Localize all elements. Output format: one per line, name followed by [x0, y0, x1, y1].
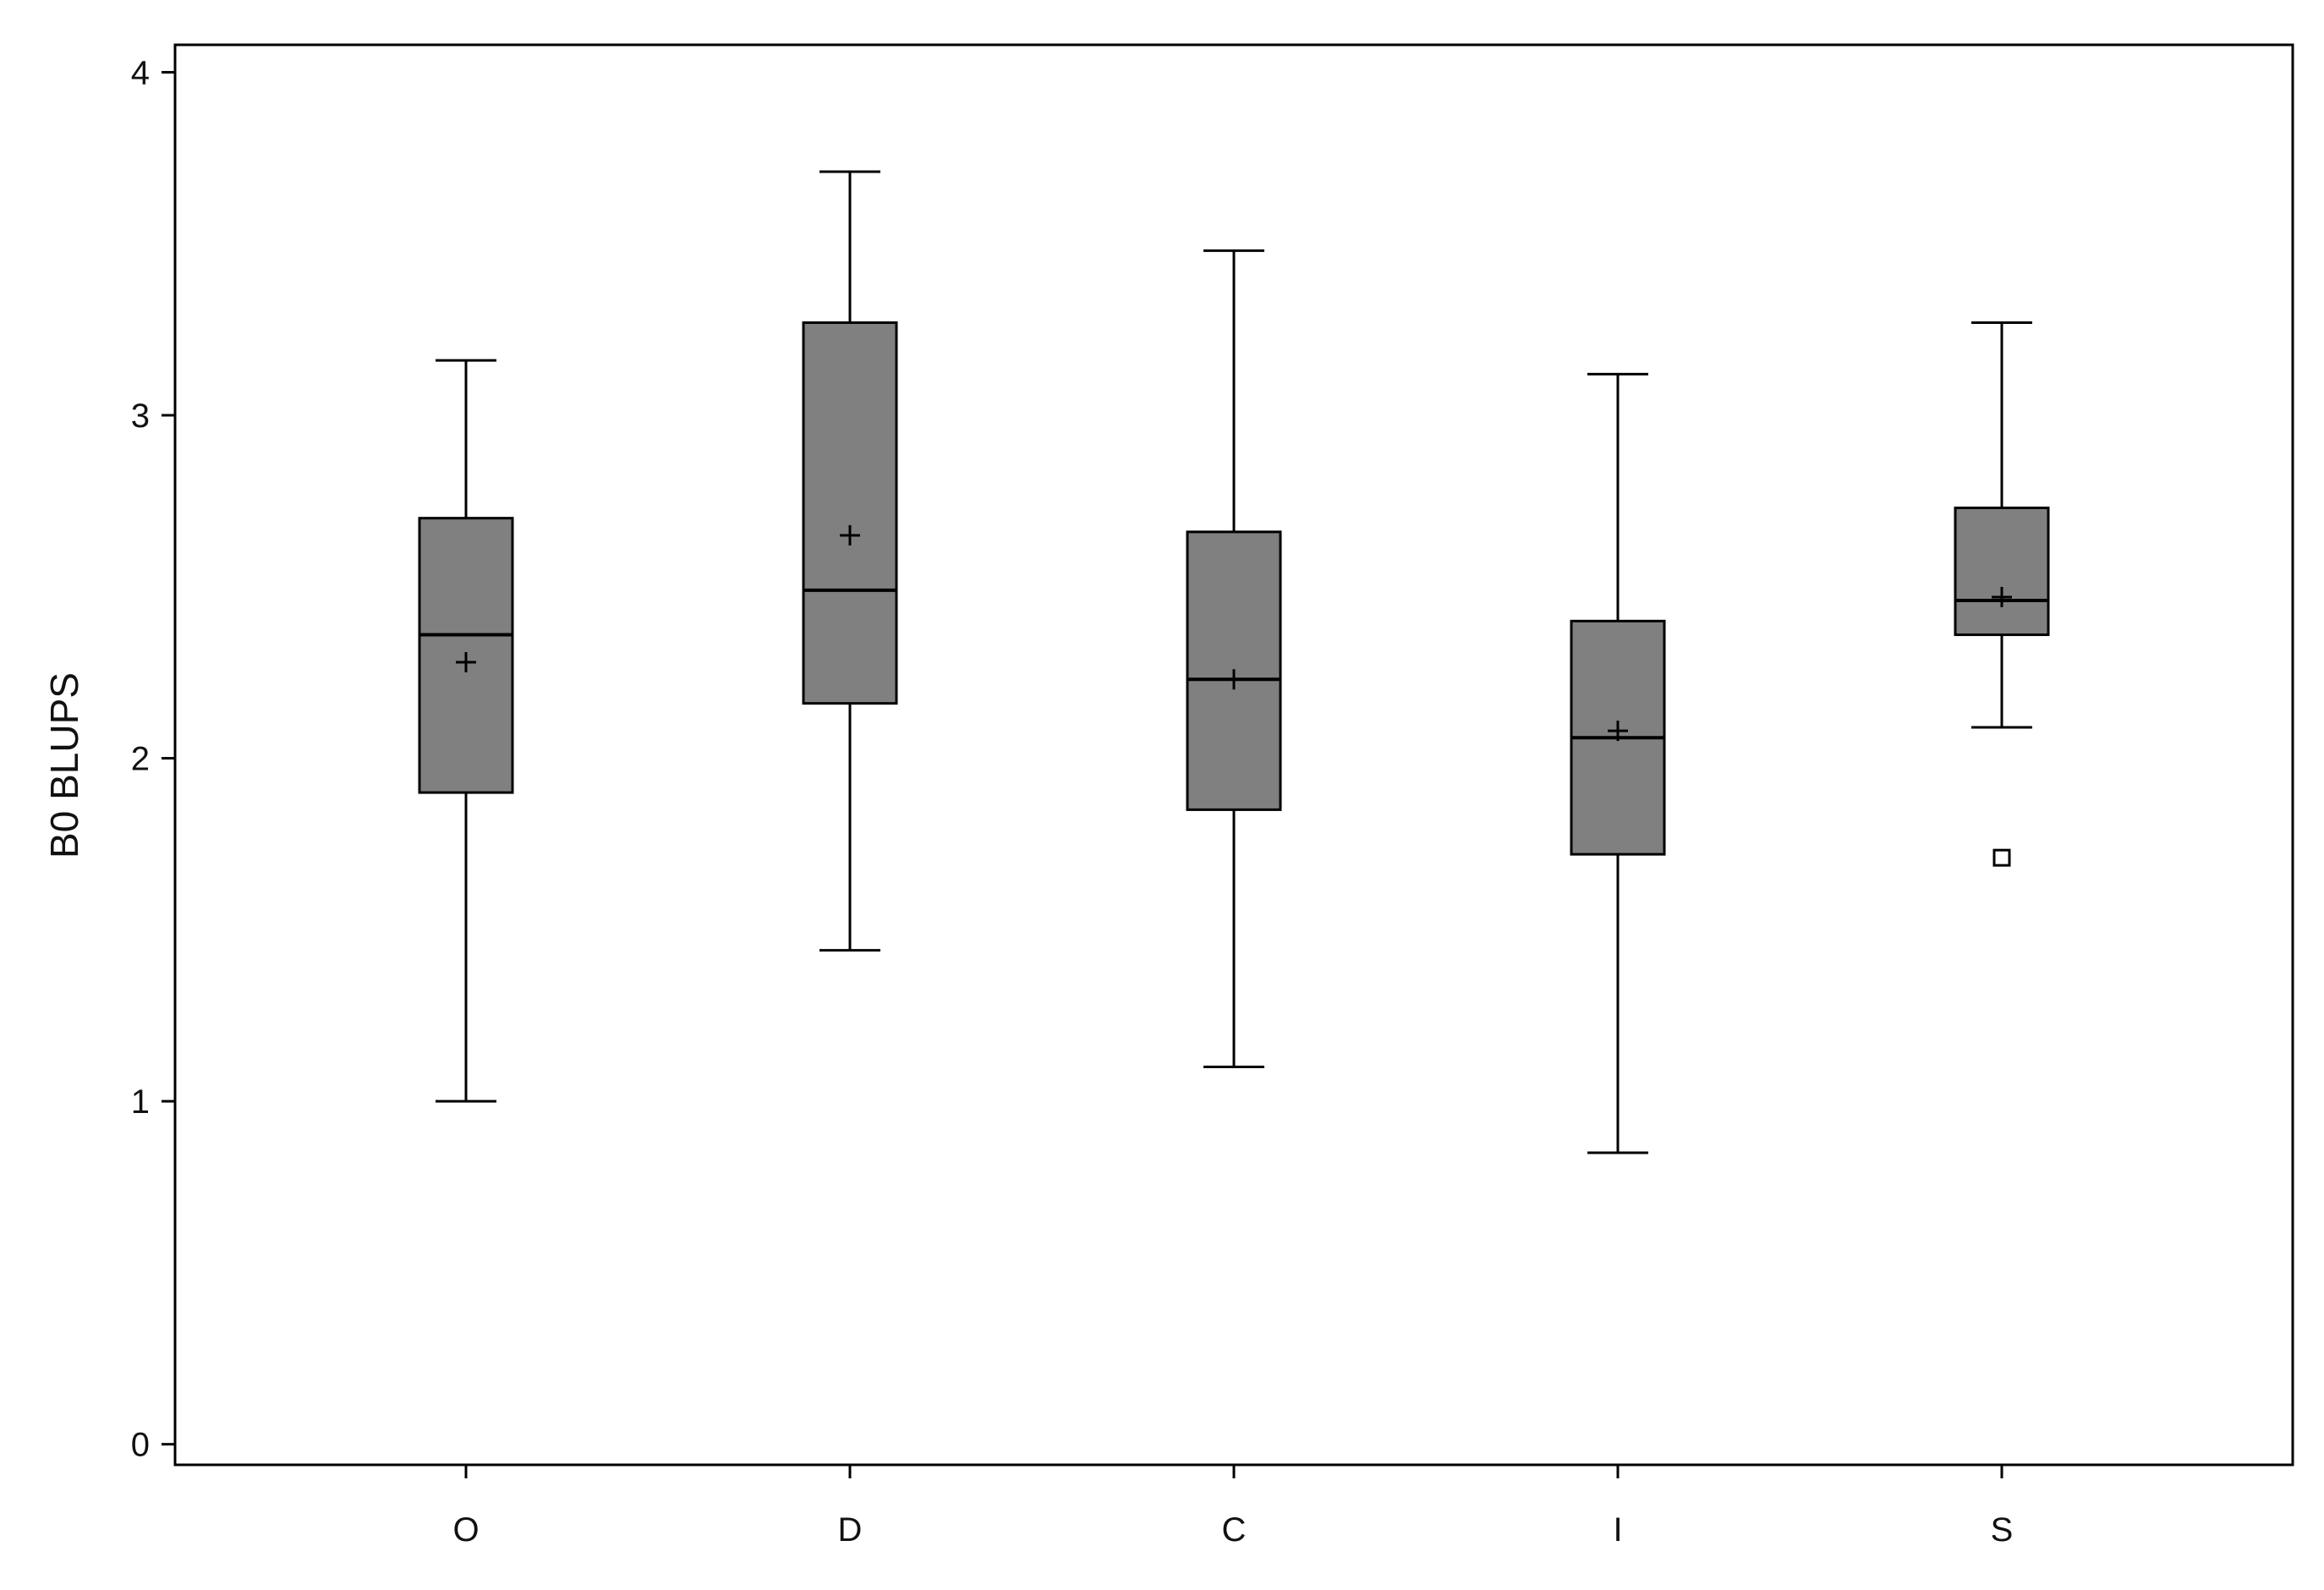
y-axis-title: B0 BLUPS — [42, 672, 86, 858]
y-tick-label: 2 — [131, 741, 150, 778]
box-d-iqr — [802, 321, 898, 705]
box-s-iqr — [1954, 507, 2050, 637]
y-tick-label: 1 — [131, 1083, 150, 1121]
x-tick-label: C — [1222, 1511, 1247, 1549]
x-tick-label: I — [1613, 1511, 1622, 1549]
x-tick-label: O — [452, 1511, 479, 1549]
y-tick-label: 4 — [131, 54, 150, 91]
plot-layer: 0 1 2 3 4 O D C I S — [131, 43, 2294, 1549]
y-tick-label: 0 — [131, 1427, 150, 1464]
box-s-outlier — [1992, 848, 2011, 867]
x-tick-label: D — [838, 1511, 863, 1549]
y-tick-label: 3 — [131, 398, 150, 435]
x-tick-label: S — [1991, 1511, 2014, 1549]
